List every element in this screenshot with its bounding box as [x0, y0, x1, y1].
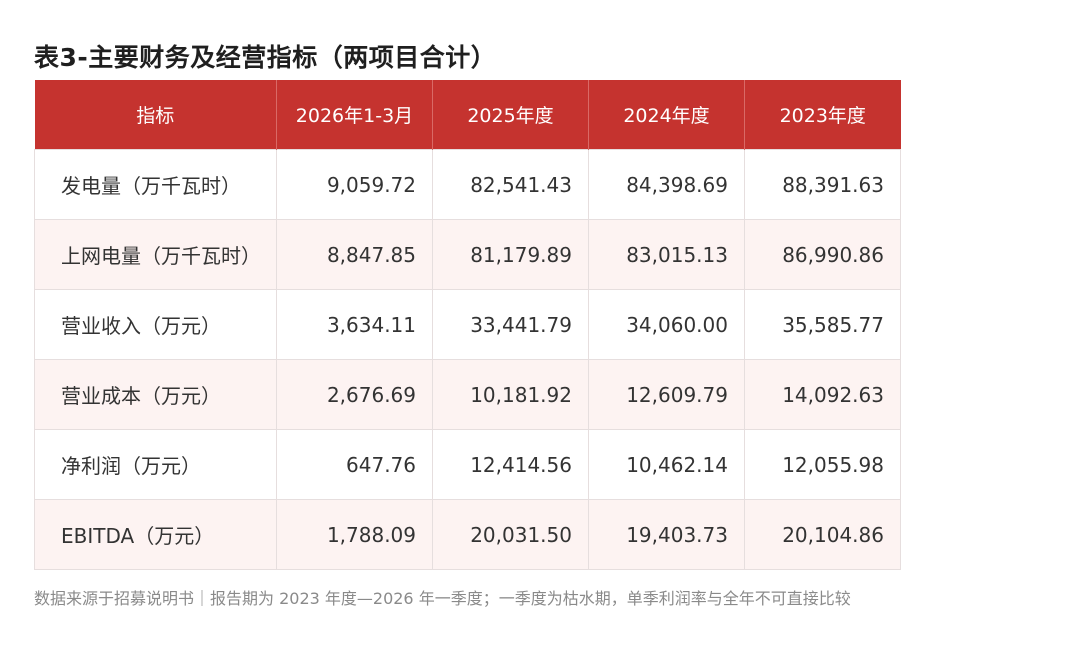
- table-row: 上网电量（万千瓦时） 8,847.85 81,179.89 83,015.13 …: [34, 219, 901, 290]
- cell-value: 8,847.85: [276, 219, 433, 290]
- cell-value: 10,181.92: [432, 359, 589, 430]
- row-label: 营业收入（万元）: [34, 289, 277, 360]
- row-label: 净利润（万元）: [34, 429, 277, 500]
- cell-value: 12,609.79: [588, 359, 745, 430]
- row-label: 上网电量（万千瓦时）: [34, 219, 277, 290]
- cell-value: 2,676.69: [276, 359, 433, 430]
- row-label: 营业成本（万元）: [34, 359, 277, 430]
- cell-value: 33,441.79: [432, 289, 589, 360]
- table-title: 表3-主要财务及经营指标（两项目合计）: [34, 43, 497, 72]
- cell-value: 12,414.56: [432, 429, 589, 500]
- source-footnote: 数据来源于招募说明书｜报告期为 2023 年度—2026 年一季度；一季度为枯水…: [34, 589, 851, 608]
- cell-value: 81,179.89: [432, 219, 589, 290]
- cell-value: 19,403.73: [588, 499, 745, 570]
- column-header-2025: 2025年度: [432, 80, 589, 150]
- cell-value: 86,990.86: [744, 219, 901, 290]
- cell-value: 84,398.69: [588, 149, 745, 220]
- column-header-2023: 2023年度: [744, 80, 901, 150]
- cell-value: 3,634.11: [276, 289, 433, 360]
- table-row: 营业成本（万元） 2,676.69 10,181.92 12,609.79 14…: [34, 359, 901, 430]
- cell-value: 10,462.14: [588, 429, 745, 500]
- cell-value: 12,055.98: [744, 429, 901, 500]
- cell-value: 647.76: [276, 429, 433, 500]
- cell-value: 20,031.50: [432, 499, 589, 570]
- cell-value: 88,391.63: [744, 149, 901, 220]
- column-header-2024: 2024年度: [588, 80, 745, 150]
- table-header-row: 指标 2026年1-3月 2025年度 2024年度 2023年度: [34, 80, 901, 150]
- cell-value: 34,060.00: [588, 289, 745, 360]
- cell-value: 83,015.13: [588, 219, 745, 290]
- cell-value: 14,092.63: [744, 359, 901, 430]
- row-label: EBITDA（万元）: [34, 499, 277, 570]
- cell-value: 1,788.09: [276, 499, 433, 570]
- financial-table: 指标 2026年1-3月 2025年度 2024年度 2023年度 发电量（万千…: [34, 80, 901, 570]
- column-header-2026q1: 2026年1-3月: [276, 80, 433, 150]
- row-label: 发电量（万千瓦时）: [34, 149, 277, 220]
- cell-value: 82,541.43: [432, 149, 589, 220]
- cell-value: 20,104.86: [744, 499, 901, 570]
- cell-value: 35,585.77: [744, 289, 901, 360]
- column-header-metric: 指标: [34, 80, 277, 150]
- table-row: 营业收入（万元） 3,634.11 33,441.79 34,060.00 35…: [34, 289, 901, 360]
- table-row: EBITDA（万元） 1,788.09 20,031.50 19,403.73 …: [34, 499, 901, 570]
- cell-value: 9,059.72: [276, 149, 433, 220]
- table-row: 净利润（万元） 647.76 12,414.56 10,462.14 12,05…: [34, 429, 901, 500]
- table-row: 发电量（万千瓦时） 9,059.72 82,541.43 84,398.69 8…: [34, 149, 901, 220]
